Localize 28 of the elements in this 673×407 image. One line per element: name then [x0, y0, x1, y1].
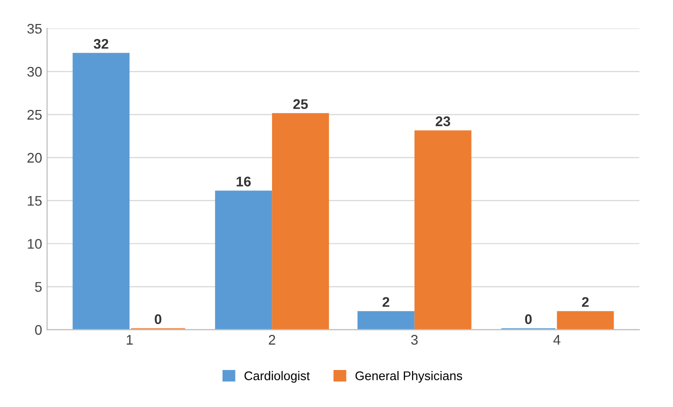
bar	[414, 130, 472, 330]
data-label: 0	[154, 314, 162, 324]
y-tick-label: 35	[27, 24, 42, 34]
y-tick-label: 20	[28, 152, 42, 163]
data-label: 25	[293, 99, 308, 110]
bar	[72, 52, 130, 330]
y-tick-label: 30	[27, 66, 42, 77]
data-label: 0	[525, 314, 532, 324]
data-label: 16	[236, 176, 251, 186]
bar	[215, 190, 272, 330]
data-label: 2	[582, 297, 589, 307]
x-tick-label: 3	[411, 334, 418, 345]
legend-label: Cardiologist	[244, 371, 310, 383]
legend-label: General Physicians	[356, 371, 462, 383]
y-tick-label: 15	[28, 196, 42, 206]
x-tick-label: 4	[553, 335, 560, 345]
x-tick-label: 1	[126, 335, 133, 345]
data-label: 23	[436, 116, 450, 126]
x-tick-label: 2	[268, 334, 276, 345]
bar	[556, 311, 614, 330]
y-tick-label: 5	[35, 282, 42, 292]
y-tick-label: 10	[28, 238, 42, 249]
bar	[358, 311, 414, 330]
bar	[272, 113, 329, 330]
data-label: 2	[382, 297, 390, 307]
y-tick-label: 0	[35, 325, 42, 335]
y-tick-label: 25	[28, 110, 42, 120]
data-label: 32	[94, 38, 108, 49]
